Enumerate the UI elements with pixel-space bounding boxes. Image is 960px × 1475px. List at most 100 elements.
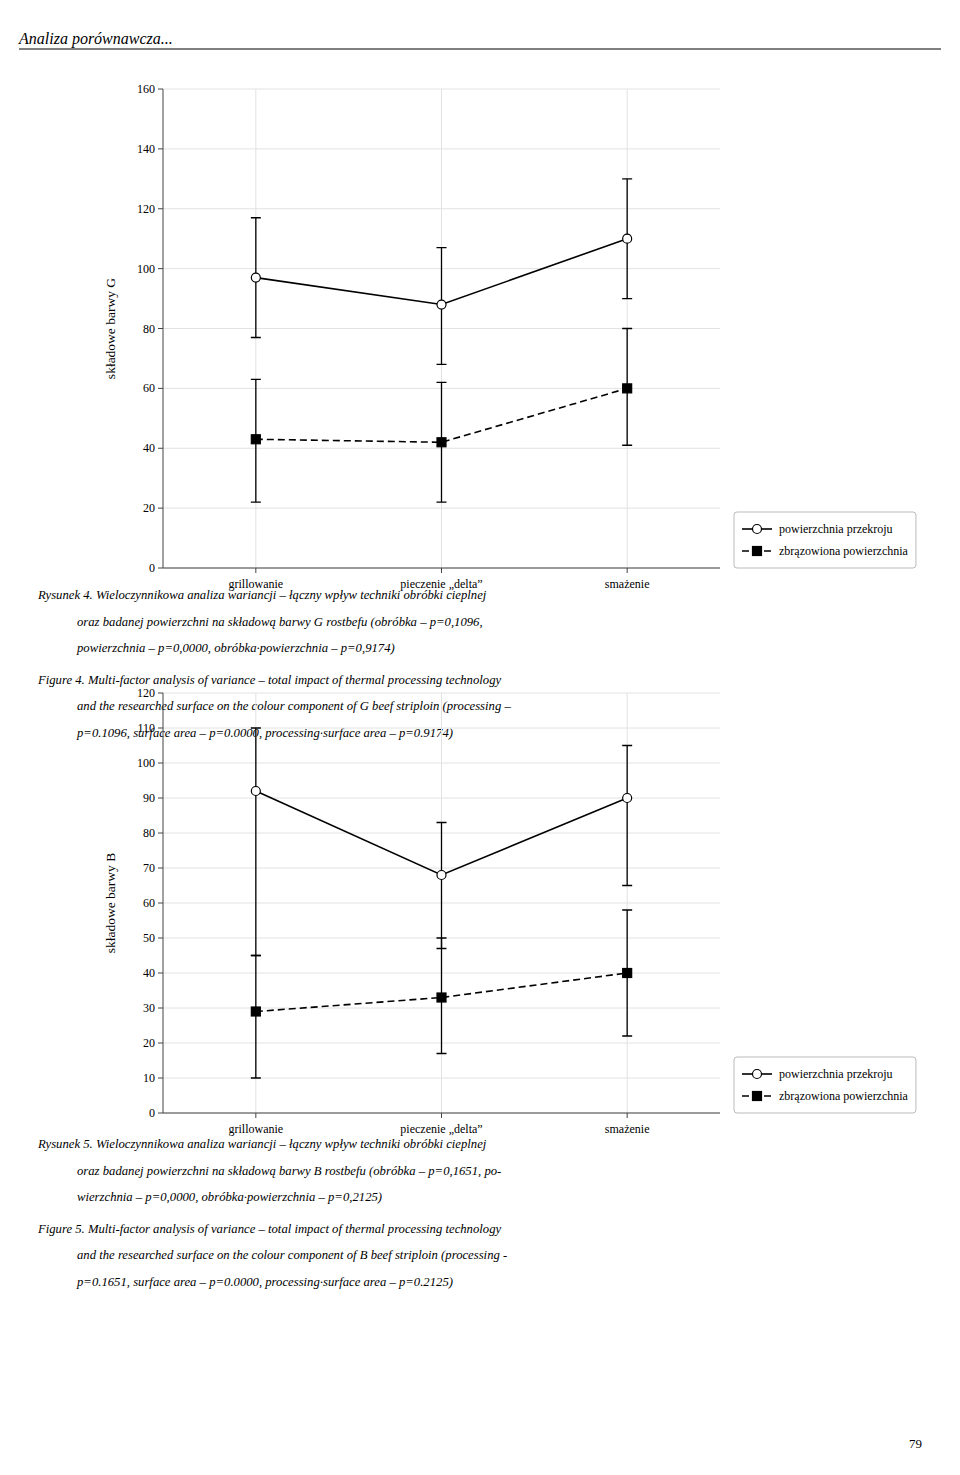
y-tick	[158, 903, 163, 904]
x-tick	[255, 568, 256, 573]
y-tick	[158, 1078, 163, 1079]
x-tick	[441, 1113, 442, 1118]
x-tick-label: pieczenie „delta”	[400, 1122, 482, 1136]
caption-line: p=0.1651, surface area – p=0.0000, proce…	[76, 1275, 453, 1289]
y-tick-label: 80	[143, 826, 155, 840]
legend-marker	[753, 547, 762, 556]
y-tick	[158, 1043, 163, 1044]
y-tick-label: 0	[149, 561, 155, 575]
y-tick	[158, 1008, 163, 1009]
y-tick	[158, 1113, 163, 1114]
y-tick-label: 40	[143, 966, 155, 980]
error-bar	[622, 179, 632, 299]
legend-marker	[753, 525, 762, 534]
point	[251, 787, 260, 796]
x-tick	[255, 1113, 256, 1118]
error-bar	[437, 248, 447, 365]
caption-line: Rysunek 4. Wieloczynnikowa analiza waria…	[37, 588, 487, 602]
legend-label: powierzchnia przekroju	[779, 1067, 893, 1081]
x-tick	[627, 568, 628, 573]
x-tick	[627, 1113, 628, 1118]
y-tick	[158, 868, 163, 869]
caption-line: wierzchnia – p=0,0000, obróbka·powierzch…	[77, 1190, 382, 1204]
point	[437, 300, 446, 309]
point	[437, 993, 446, 1002]
caption-line: Figure 4. Multi-factor analysis of varia…	[37, 673, 502, 687]
caption-line: and the researched surface on the colour…	[77, 1248, 507, 1262]
error-bar	[437, 938, 447, 1054]
error-bar	[251, 956, 261, 1079]
caption-line: oraz badanej powierzchni na składową bar…	[77, 615, 483, 629]
y-tick	[158, 763, 163, 764]
error-bar	[622, 329, 632, 446]
chart: 020406080100120140160grillowaniepieczeni…	[103, 82, 916, 591]
caption-line: powierzchnia – p=0,0000, obróbka·powierz…	[76, 641, 395, 655]
y-tick	[158, 833, 163, 834]
y-tick-label: 90	[143, 791, 155, 805]
error-bar	[251, 728, 261, 956]
page-number: 79	[909, 1436, 922, 1451]
x-tick	[441, 568, 442, 573]
y-tick	[158, 798, 163, 799]
y-tick-label: 20	[143, 501, 155, 515]
error-bar	[622, 746, 632, 886]
y-tick	[158, 568, 163, 569]
y-tick	[158, 208, 163, 209]
legend: powierzchnia przekroju zbrązowiona powier…	[734, 1057, 916, 1113]
caption-line: Figure 5. Multi-factor analysis of varia…	[37, 1222, 502, 1236]
y-tick-label: 10	[143, 1071, 155, 1085]
y-tick	[158, 268, 163, 269]
point	[251, 1007, 260, 1016]
point	[623, 384, 632, 393]
y-tick-label: 70	[143, 861, 155, 875]
header-rule	[19, 49, 941, 50]
caption-line: and the researched surface on the colour…	[77, 699, 511, 713]
y-tick-label: 120	[137, 686, 155, 700]
x-tick-label: smażenie	[605, 1122, 650, 1136]
y-tick	[158, 728, 163, 729]
point	[437, 871, 446, 880]
y-tick	[158, 938, 163, 939]
page: Analiza porównawcza...790204060801001201…	[0, 0, 960, 1475]
y-tick-label: 110	[137, 721, 155, 735]
point	[623, 234, 632, 243]
legend-box	[734, 512, 916, 568]
y-tick	[158, 508, 163, 509]
legend-label: zbrązowiona powierzchnia	[779, 544, 909, 558]
point	[623, 794, 632, 803]
plot-area	[251, 179, 632, 502]
y-axis-label: składowe barwy B	[103, 853, 118, 953]
y-tick-label: 60	[143, 896, 155, 910]
error-bar	[251, 218, 261, 338]
y-tick-label: 100	[137, 262, 155, 276]
y-tick	[158, 148, 163, 149]
y-axis-label: składowe barwy G	[103, 278, 118, 379]
legend-label: zbrązowiona powierzchnia	[779, 1089, 909, 1103]
y-tick-label: 140	[137, 142, 155, 156]
legend-marker	[753, 1092, 762, 1101]
y-tick	[158, 388, 163, 389]
point	[623, 969, 632, 978]
y-tick-label: 50	[143, 931, 155, 945]
point	[251, 273, 260, 282]
y-tick	[158, 693, 163, 694]
legend-box	[734, 1057, 916, 1113]
y-tick	[158, 973, 163, 974]
error-bar	[622, 910, 632, 1036]
point	[437, 438, 446, 447]
y-tick-label: 80	[143, 322, 155, 336]
caption-line: Rysunek 5. Wieloczynnikowa analiza waria…	[37, 1137, 487, 1151]
y-tick-label: 120	[137, 202, 155, 216]
caption-line: oraz badanej powierzchni na składową bar…	[77, 1164, 501, 1178]
y-tick-label: 40	[143, 441, 155, 455]
y-tick	[158, 89, 163, 90]
x-tick-label: smażenie	[605, 577, 650, 591]
legend-marker	[753, 1070, 762, 1079]
legend: powierzchnia przekrojuzbrązowiona powier…	[734, 512, 916, 568]
x-tick-label: grillowanie	[229, 1122, 284, 1136]
y-tick-label: 100	[137, 756, 155, 770]
y-tick-label: 30	[143, 1001, 155, 1015]
y-tick-label: 0	[149, 1106, 155, 1120]
y-tick-label: 20	[143, 1036, 155, 1050]
y-tick	[158, 328, 163, 329]
